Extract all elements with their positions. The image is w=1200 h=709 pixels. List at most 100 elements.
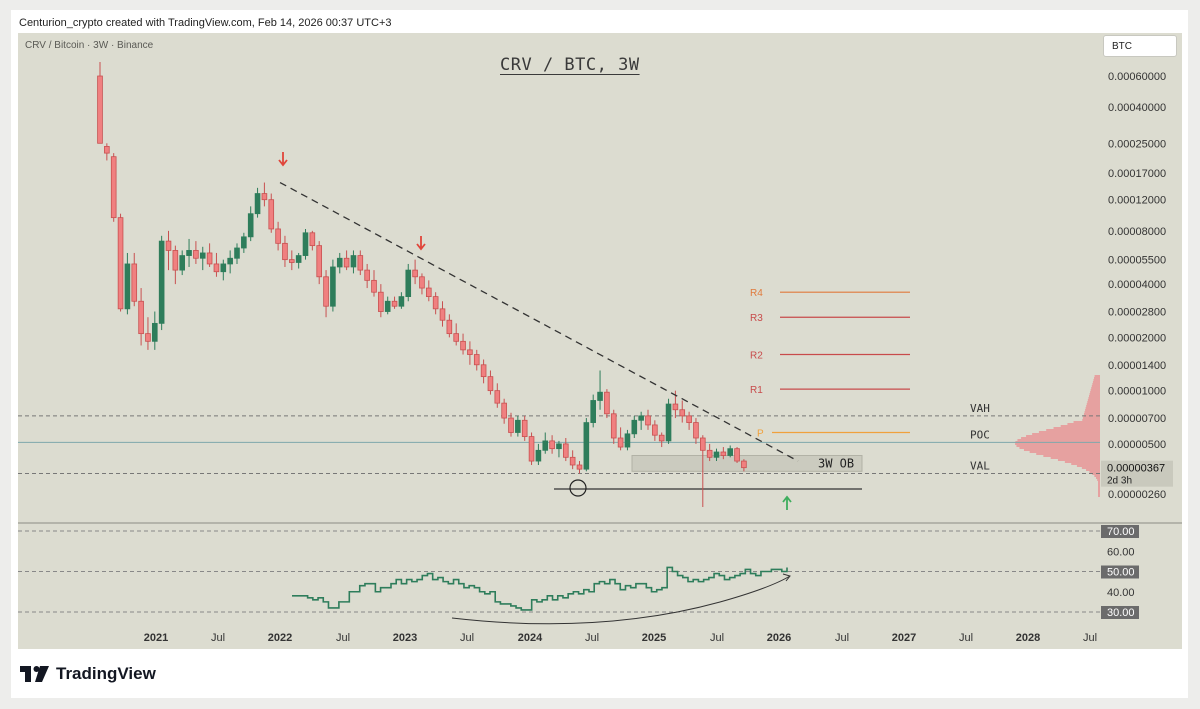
- candle-body: [597, 391, 603, 401]
- rsi-line: [292, 566, 788, 611]
- candle-body: [624, 433, 631, 448]
- candle-body: [686, 415, 692, 423]
- volume-profile-bar: [1086, 469, 1100, 471]
- candle-body: [206, 252, 213, 265]
- candle-body: [610, 413, 617, 439]
- volume-profile-bar: [1091, 385, 1100, 387]
- volume-profile-bar: [1089, 395, 1100, 397]
- candle-body: [706, 449, 713, 458]
- candle-body: [179, 255, 186, 271]
- candle-body: [645, 415, 651, 426]
- volume-profile-bar: [1086, 405, 1100, 407]
- candle-body: [295, 255, 302, 263]
- rsi-axis-label: 60.00: [1107, 546, 1135, 558]
- symbol-pair-label[interactable]: CRV / Bitcoin · 3W · Binance: [25, 40, 154, 51]
- volume-profile-bar: [1098, 493, 1100, 495]
- volume-profile-bar: [1098, 481, 1100, 483]
- candle-body: [323, 276, 329, 307]
- descending-trendline: [279, 181, 799, 462]
- time-axis-label: 2021: [144, 632, 168, 644]
- value-area-label-val: VAL: [970, 460, 990, 473]
- pivot-label-p: P: [757, 429, 764, 440]
- support-circle-marker: [569, 479, 587, 497]
- time-axis-label: 2025: [642, 632, 666, 644]
- candle-body: [631, 419, 638, 435]
- candle-body: [199, 252, 206, 259]
- candle-body: [679, 409, 686, 417]
- time-axis-label: 2026: [767, 632, 791, 644]
- candle-body: [378, 291, 384, 312]
- pivot-label-r2: R2: [750, 351, 763, 362]
- volume-profile-bar: [1016, 445, 1100, 447]
- candle-body: [652, 424, 658, 436]
- price-axis-label: 0.00017000: [1108, 168, 1166, 180]
- volume-profile-bar: [1094, 375, 1100, 377]
- candle-countdown: 2d 3h: [1107, 476, 1132, 487]
- candle-body: [658, 434, 665, 442]
- volume-profile-bar: [1094, 377, 1100, 379]
- candle-body: [693, 422, 699, 439]
- price-axis-label: 0.00004000: [1108, 279, 1166, 291]
- volume-profile-bar: [1015, 443, 1100, 445]
- currency-selector[interactable]: BTC: [1103, 35, 1177, 57]
- candle-body: [405, 269, 412, 298]
- volume-profile-bar: [1043, 455, 1100, 457]
- candle-body: [357, 255, 364, 271]
- candle-body: [261, 193, 268, 201]
- tradingview-logo[interactable]: TradingView: [20, 664, 156, 684]
- candle-body: [528, 436, 535, 462]
- order-block-label: 3W OB: [818, 457, 854, 471]
- candle-body: [576, 464, 583, 470]
- candle-body: [97, 75, 103, 144]
- price-axis-label: 0.00002800: [1108, 307, 1166, 319]
- candle-body: [549, 440, 555, 450]
- candle-body: [110, 156, 117, 219]
- candle-body: [254, 193, 261, 215]
- candle-body: [720, 451, 727, 456]
- chart-area[interactable]: [18, 33, 1182, 649]
- volume-profile-bar: [1050, 457, 1100, 459]
- volume-profile-bar: [1023, 449, 1100, 451]
- volume-profile-bar: [1098, 487, 1100, 489]
- time-axis-label: 2024: [518, 632, 543, 644]
- volume-profile-bar: [1091, 387, 1100, 389]
- price-axis-label: 0.00002000: [1108, 332, 1166, 344]
- volume-profile-bar: [1098, 489, 1100, 491]
- rsi-axis-badge: [1101, 525, 1139, 538]
- volume-profile-bar: [1073, 421, 1100, 423]
- candle-body: [734, 448, 740, 462]
- candle-body: [412, 269, 418, 278]
- candle-body: [247, 213, 254, 238]
- candle-body: [569, 456, 576, 466]
- price-axis-label: 0.00025000: [1108, 138, 1166, 150]
- candle-body: [172, 250, 179, 271]
- candle-body: [727, 448, 733, 456]
- time-axis-label: Jul: [336, 632, 350, 644]
- candle-body: [494, 390, 501, 404]
- chart-title: CRV / BTC, 3W: [500, 55, 640, 75]
- candle-body: [117, 217, 124, 310]
- candle-body: [515, 419, 521, 433]
- price-axis-label: 0.00008000: [1108, 226, 1166, 238]
- volume-profile-bar: [1057, 459, 1100, 461]
- price-axis-label: 0.00001000: [1108, 386, 1166, 398]
- volume-profile-bar: [1095, 477, 1100, 479]
- candle-body: [275, 228, 281, 244]
- volume-profile-bar: [1090, 389, 1100, 391]
- candle-body: [535, 449, 542, 462]
- price-axis-label: 0.00060000: [1108, 71, 1166, 83]
- candle-body: [467, 349, 473, 355]
- candle-body: [638, 415, 644, 421]
- candle-body: [158, 240, 165, 324]
- time-axis-label: Jul: [460, 632, 474, 644]
- price-axis-label: 0.00001400: [1108, 360, 1166, 372]
- volume-profile-bar: [1098, 485, 1100, 487]
- candle-body: [330, 266, 336, 307]
- time-axis-label: Jul: [1083, 632, 1097, 644]
- tradingview-logo-icon: [20, 666, 49, 682]
- price-axis-label: 0.00040000: [1108, 102, 1166, 114]
- candle-body: [617, 437, 624, 448]
- time-axis-label: 2027: [892, 632, 916, 644]
- volume-profile-bar: [1032, 433, 1100, 435]
